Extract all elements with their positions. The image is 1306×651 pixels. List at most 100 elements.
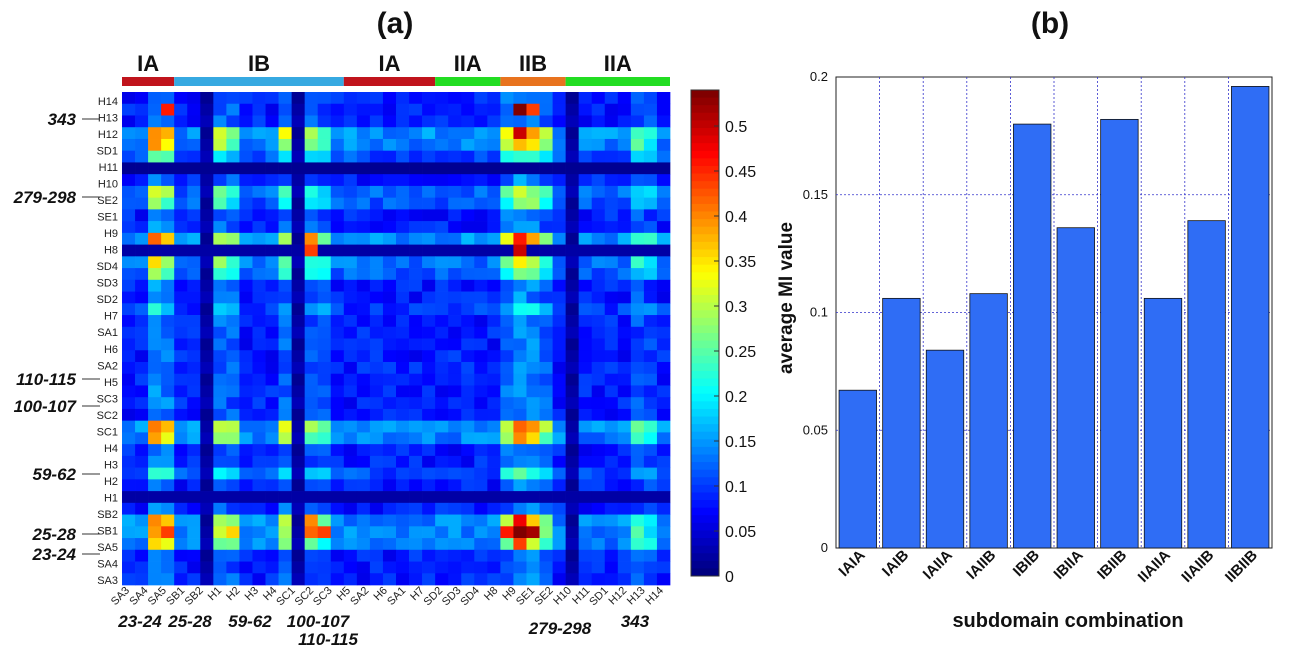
heatmap-cell <box>213 291 227 304</box>
heatmap-cell <box>239 138 253 152</box>
heatmap-cell <box>630 92 645 105</box>
heatmap-cell <box>500 103 514 116</box>
heatmap-cell <box>552 256 566 269</box>
heatmap-cell <box>474 420 488 433</box>
heatmap-cell <box>487 561 501 574</box>
heatmap-cell <box>630 127 645 140</box>
heatmap-cell <box>461 361 475 375</box>
heatmap-cell <box>239 221 253 234</box>
heatmap-cell <box>591 538 606 551</box>
heatmap-cell <box>461 232 475 245</box>
heatmap-cell <box>409 514 423 527</box>
heatmap-cell <box>578 455 593 468</box>
heatmap-cell <box>604 420 619 433</box>
heatmap-cell <box>161 244 175 257</box>
colorbar-step <box>691 454 719 463</box>
heatmap-cell <box>252 291 266 304</box>
heatmap-cell <box>161 185 175 198</box>
heatmap-cell <box>448 291 462 304</box>
heatmap-cell <box>526 150 540 163</box>
heatmap-cell <box>382 326 397 339</box>
heatmap-cell <box>369 244 384 257</box>
heatmap-cell <box>213 397 227 410</box>
heatmap-cell <box>552 138 566 152</box>
heatmap-cell <box>526 338 540 351</box>
heatmap-cell <box>213 538 227 551</box>
heatmap-cell <box>409 244 423 257</box>
colorbar-step <box>691 97 719 106</box>
heatmap-cell <box>213 326 227 339</box>
heatmap-cell <box>552 209 566 222</box>
x-tick-label: SC2 <box>293 585 317 609</box>
heatmap-cell <box>382 279 397 292</box>
heatmap-cell <box>382 479 397 492</box>
heatmap-cell <box>604 209 619 222</box>
heatmap-cell <box>396 279 410 292</box>
heatmap-cell <box>474 350 488 363</box>
heatmap-cell <box>578 221 593 234</box>
heatmap-cell <box>552 408 566 422</box>
heatmap-cell <box>304 467 319 480</box>
heatmap-cell <box>422 291 436 304</box>
y-tick-label: SC2 <box>97 410 118 422</box>
heatmap-cell <box>148 138 162 152</box>
heatmap-cell <box>500 92 514 105</box>
heatmap-cell <box>317 549 332 562</box>
heatmap-cell <box>461 162 475 175</box>
heatmap-cell <box>578 350 593 363</box>
heatmap-cell <box>382 150 397 163</box>
heatmap-cell <box>487 538 501 551</box>
y-tick-label: SB2 <box>97 509 118 521</box>
heatmap-cell <box>122 526 136 539</box>
heatmap-cell <box>578 479 593 492</box>
heatmap-cell <box>187 538 201 551</box>
heatmap-cell <box>161 315 175 328</box>
heatmap-cell <box>174 209 188 222</box>
heatmap-cell <box>591 174 606 187</box>
heatmap-cell <box>422 373 436 386</box>
heatmap-cell <box>187 420 201 433</box>
x-category-label: IBIB <box>1010 547 1043 580</box>
heatmap-cell <box>148 256 162 269</box>
heatmap-cell <box>213 338 227 351</box>
heatmap-cell <box>513 279 527 292</box>
heatmap-cell <box>500 561 514 574</box>
heatmap-cell <box>409 408 423 422</box>
subdomain-segment <box>565 77 670 86</box>
heatmap-cell <box>396 432 410 445</box>
heatmap-cell <box>135 127 149 140</box>
colorbar-step <box>691 538 719 547</box>
heatmap-cell <box>448 350 462 363</box>
heatmap-cell <box>161 279 175 292</box>
heatmap-cell <box>422 338 436 351</box>
y-tick-label: H8 <box>104 245 118 257</box>
colorbar-tick-label: 0.45 <box>725 164 756 181</box>
heatmap-cell <box>474 502 488 515</box>
heatmap-cell <box>409 127 423 140</box>
heatmap-cell <box>291 408 306 422</box>
heatmap-cell <box>356 303 371 316</box>
heatmap-cell <box>422 420 436 433</box>
heatmap-cell <box>526 432 540 445</box>
heatmap-cell <box>148 491 162 504</box>
heatmap-cell <box>396 221 410 234</box>
heatmap-cell <box>252 209 266 222</box>
heatmap-cell <box>174 221 188 234</box>
heatmap-cell <box>200 338 214 351</box>
heatmap-cell <box>304 538 319 551</box>
heatmap-cell <box>604 279 619 292</box>
heatmap-cell <box>539 256 553 269</box>
heatmap-cell <box>591 479 606 492</box>
heatmap-cell <box>422 279 436 292</box>
heatmap-cell <box>500 115 514 128</box>
heatmap-cell <box>122 350 136 363</box>
heatmap-cell <box>617 549 632 562</box>
heatmap-cell <box>252 221 266 234</box>
heatmap-cell <box>382 549 397 562</box>
heatmap-cell <box>174 185 188 198</box>
heatmap-cell <box>422 491 436 504</box>
heatmap-cell <box>239 573 253 586</box>
heatmap-cell <box>369 350 384 363</box>
heatmap-cell <box>304 174 319 187</box>
heatmap-cell <box>161 197 175 210</box>
